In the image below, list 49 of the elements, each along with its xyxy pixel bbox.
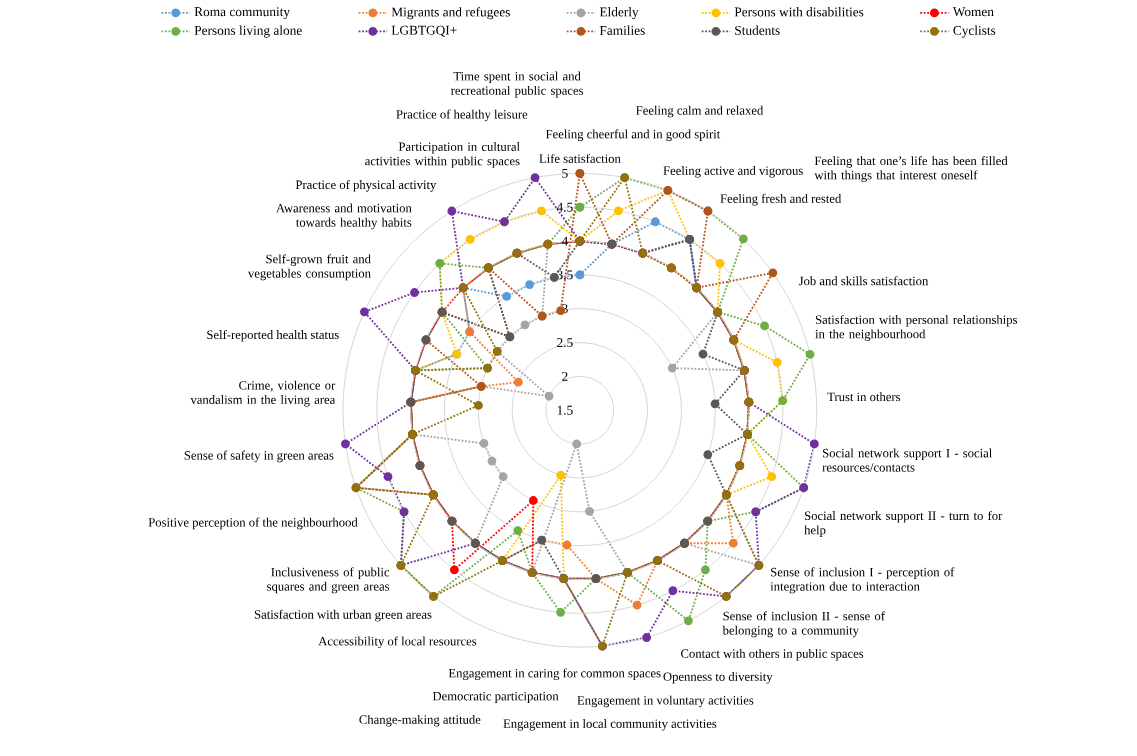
spoke-label: Feeling fresh and rested — [720, 193, 842, 206]
spoke-label: Social network support II - turn to for help — [804, 510, 1003, 537]
spoke-label: Accessibility of local resources — [318, 636, 477, 649]
spoke-label: Crime, violence or vandalism in the living area — [190, 380, 336, 407]
spoke-label: Self-reported health status — [207, 329, 339, 342]
spoke-label: Practice of healthy leisure — [396, 109, 528, 122]
spoke-label: Democratic participation — [432, 691, 559, 703]
spoke-label: Practice of physical activity — [295, 179, 437, 192]
legend-label: Families — [599, 25, 645, 35]
legend-label: Students — [735, 25, 780, 35]
y-tick-label: 1.5 — [557, 405, 573, 415]
spoke-label: Positive perception of the neighbourhood — [148, 517, 358, 530]
spoke-label: Self-grown fruit and vegetables consumption — [247, 254, 371, 281]
spoke-label: Trust in others — [827, 392, 901, 402]
legend-label: Cyclists — [953, 25, 996, 38]
y-tick-label: 5 — [562, 168, 568, 178]
y-tick-label: 4.5 — [556, 202, 573, 212]
legend-label: Persons with disabilities — [734, 7, 864, 17]
spoke-label: Openness to diversity — [663, 671, 773, 684]
spoke-label: Change-making attitude — [359, 714, 481, 727]
spoke-label: Job and skills satisfaction — [798, 276, 929, 286]
spoke-label: Feeling calm and relaxed — [636, 105, 764, 118]
spoke-label: Engagement in voluntary activities — [577, 695, 754, 708]
spoke-label: Feeling that one’s life has been filled with things that interest oneself — [814, 156, 1008, 182]
y-tick-label: 3.5 — [557, 270, 573, 280]
spoke-label: Inclusiveness of public squares and green areas — [267, 567, 390, 594]
spoke-label: Life satisfaction — [539, 153, 621, 163]
spoke-label: Feeling active and vigorous — [663, 165, 803, 178]
spoke-label: Sense of inclusion II - sense of belonging to a community — [722, 611, 885, 638]
spoke-label: Satisfaction with urban green areas — [254, 609, 432, 622]
legend-label: Persons living alone — [194, 25, 302, 38]
spoke-label: Time spent in social and recreational public spaces — [450, 71, 584, 98]
spoke-label: Sense of safety in green areas — [184, 450, 334, 463]
legend-label: Migrants and refugees — [391, 6, 510, 20]
legend-label: Roma community — [194, 7, 290, 19]
spoke-label: Contact with others in public spaces — [681, 648, 864, 661]
y-tick-label: 2.5 — [557, 338, 573, 348]
spoke-label: Satisfaction with personal relationships in the neighbourhood — [815, 314, 1018, 341]
legend-label: Women — [952, 7, 994, 17]
legend-label: Elderly — [599, 7, 639, 20]
spoke-label: Participation in cultural activities within public spaces — [365, 142, 520, 168]
spoke-label: Social network support I - social resources/contacts — [822, 448, 993, 472]
spoke-label: Engagement in caring for common spaces — [448, 668, 661, 681]
spoke-label: Sense of inclusion I - perception of integration due to interaction — [770, 567, 955, 594]
spoke-label: Awareness and motivation towards healthy habits — [276, 203, 412, 230]
spoke-label: Feeling cheerful and in good spirit — [545, 129, 721, 141]
legend-label: LGBTGQI+ — [391, 25, 457, 37]
y-tick-label: 2 — [562, 371, 568, 381]
spoke-label: Engagement in local community activities — [503, 718, 717, 731]
